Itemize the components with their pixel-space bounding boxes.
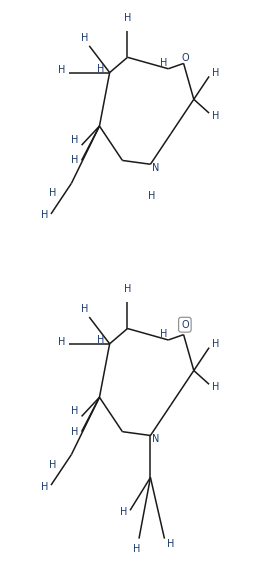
Text: H: H [166,539,174,549]
Text: H: H [71,406,78,416]
Text: H: H [49,189,56,198]
Text: H: H [57,336,65,347]
Text: H: H [49,460,56,469]
Text: H: H [97,335,104,345]
Text: H: H [81,304,88,315]
Text: H: H [159,58,166,68]
Text: H: H [211,382,218,393]
Text: N: N [151,434,158,444]
Text: H: H [159,329,166,339]
Text: O: O [180,53,188,64]
Text: H: H [211,68,218,77]
Text: H: H [40,482,48,492]
Text: H: H [123,13,131,23]
Text: H: H [147,191,155,201]
Text: H: H [71,427,78,437]
Text: H: H [97,64,104,74]
Text: O: O [180,320,188,329]
Text: H: H [80,33,88,43]
Text: H: H [119,507,126,517]
Text: H: H [123,284,131,294]
Text: H: H [211,111,218,121]
Text: H: H [40,210,48,221]
Text: H: H [71,155,78,166]
Text: H: H [71,135,78,145]
Text: H: H [211,339,218,349]
Text: N: N [151,163,158,173]
Text: H: H [132,544,139,554]
Text: H: H [57,65,65,75]
